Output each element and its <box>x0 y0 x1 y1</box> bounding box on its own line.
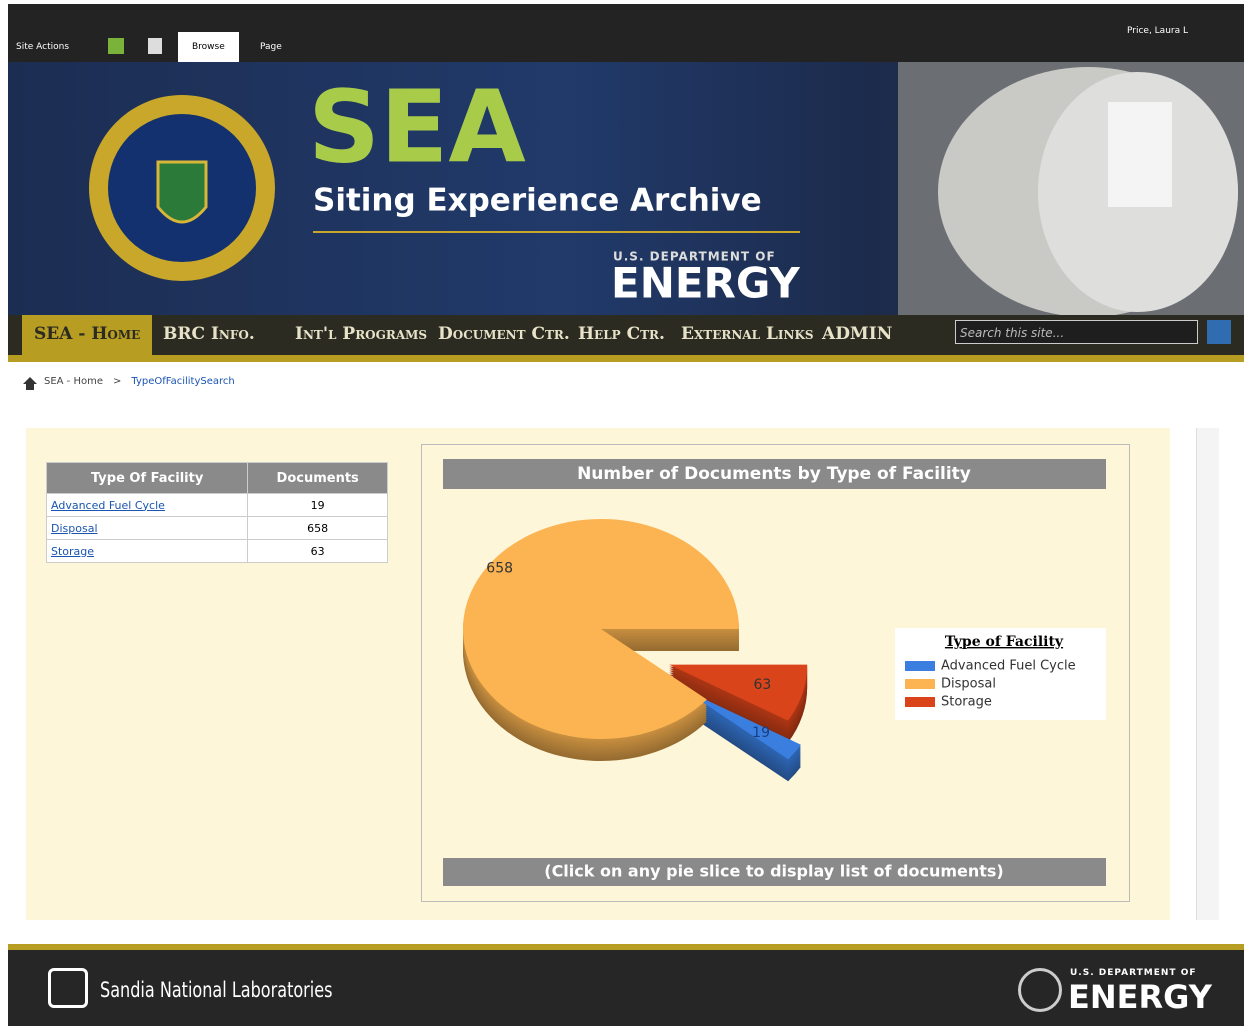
cell: Advanced Fuel Cycle <box>45 493 249 517</box>
pie-slice[interactable] <box>669 664 808 721</box>
banner-subtitle: Siting Experience Archive <box>313 183 762 219</box>
pie-tops <box>463 519 808 760</box>
legend-title: Type of Facility <box>945 634 1064 650</box>
tab[interactable]: Page <box>260 42 282 52</box>
legend-swatch <box>905 679 935 689</box>
chart: Number of Documents by Type of Facility … <box>421 444 1130 902</box>
legend-label: Advanced Fuel Cycle <box>941 659 1076 674</box>
facility-link[interactable]: Storage <box>51 544 95 558</box>
chart-note: (Click on any pie slice to display list … <box>544 862 1003 881</box>
banner-title: SEA <box>308 68 526 185</box>
chart-title: Number of Documents by Type of Facility <box>577 464 971 484</box>
dept-big: ENERGY <box>611 259 800 308</box>
icon[interactable] <box>148 38 162 54</box>
title-bar <box>443 459 1106 489</box>
nav-item[interactable]: Document Ctr. <box>438 324 570 344</box>
seal-shield <box>156 160 208 224</box>
table-row: Advanced Fuel Cycle 19 <box>45 493 388 517</box>
cell: Disposal <box>45 516 249 540</box>
breadcrumb-item: > <box>113 376 122 387</box>
breadcrumb-item[interactable]: TypeOfFacilitySearch <box>131 376 235 387</box>
pie-slice[interactable] <box>463 519 739 739</box>
scrollbar[interactable] <box>1196 428 1219 920</box>
home-icon[interactable] <box>22 376 38 390</box>
footer: Sandia National Laboratories U.S. DEPART… <box>8 944 1244 1026</box>
footer-dept-big: ENERGY <box>1068 978 1212 1016</box>
sandia-logo <box>48 968 88 1008</box>
pie-slice[interactable] <box>682 688 801 760</box>
cell: 658 <box>247 516 388 540</box>
legend-swatch <box>905 661 935 671</box>
legend-label: Disposal <box>941 677 996 692</box>
user-menu[interactable]: Price, Laura L <box>1126 26 1188 36</box>
tab[interactable]: Browse <box>178 32 239 62</box>
nav-item[interactable]: Help Ctr. <box>578 324 665 344</box>
breadcrumb-item[interactable]: SEA - Home <box>44 376 104 387</box>
column-header: Documents <box>247 462 388 494</box>
footer-left: Sandia National Laboratories <box>100 978 333 1002</box>
legend-swatch <box>905 697 935 707</box>
data-label: 63 <box>753 677 771 693</box>
data-label: 658 <box>486 560 513 576</box>
placard <box>1108 102 1172 207</box>
toolbar: Site Actions Browse Page Price, Laura L <box>8 4 1244 62</box>
search-box[interactable]: Search this site... <box>955 320 1198 344</box>
nav-item[interactable]: BRC Info. <box>163 324 255 344</box>
column-header: Type Of Facility <box>45 462 249 494</box>
facility-link[interactable]: Disposal <box>51 521 98 535</box>
note-bar <box>443 858 1106 886</box>
legend-label: Storage <box>941 695 992 710</box>
breadcrumb: SEA - Home > TypeOfFacilitySearch <box>44 376 245 387</box>
doe-seal <box>1018 968 1062 1012</box>
facility-table: Type Of Facility Documents Advanced Fuel C… <box>45 462 388 563</box>
cell: Storage <box>45 539 249 563</box>
data-label: 19 <box>752 725 770 741</box>
banner: SEA Siting Experience Archive U.S. DEPAR… <box>8 62 1244 315</box>
footer-dept-small: U.S. DEPARTMENT OF <box>1070 968 1197 978</box>
facility-link[interactable]: Advanced Fuel Cycle <box>51 498 165 512</box>
nav-item[interactable]: Int'l Programs <box>295 324 428 344</box>
search-button[interactable] <box>1207 320 1231 344</box>
nav-item[interactable]: SEA - Home <box>22 315 153 355</box>
nav-item[interactable]: External Links <box>681 324 814 344</box>
cell: 19 <box>247 493 388 517</box>
nav-item[interactable]: ADMIN <box>822 324 893 344</box>
site-actions[interactable]: Site Actions <box>16 42 70 52</box>
table-row: Disposal 658 <box>45 516 388 540</box>
icon[interactable] <box>108 38 124 54</box>
cell: 63 <box>247 539 388 563</box>
table-row: Storage 63 <box>45 539 388 563</box>
banner-art: SEA Siting Experience Archive U.S. DEPAR… <box>89 62 1244 315</box>
dept-small: U.S. DEPARTMENT OF <box>613 250 776 264</box>
